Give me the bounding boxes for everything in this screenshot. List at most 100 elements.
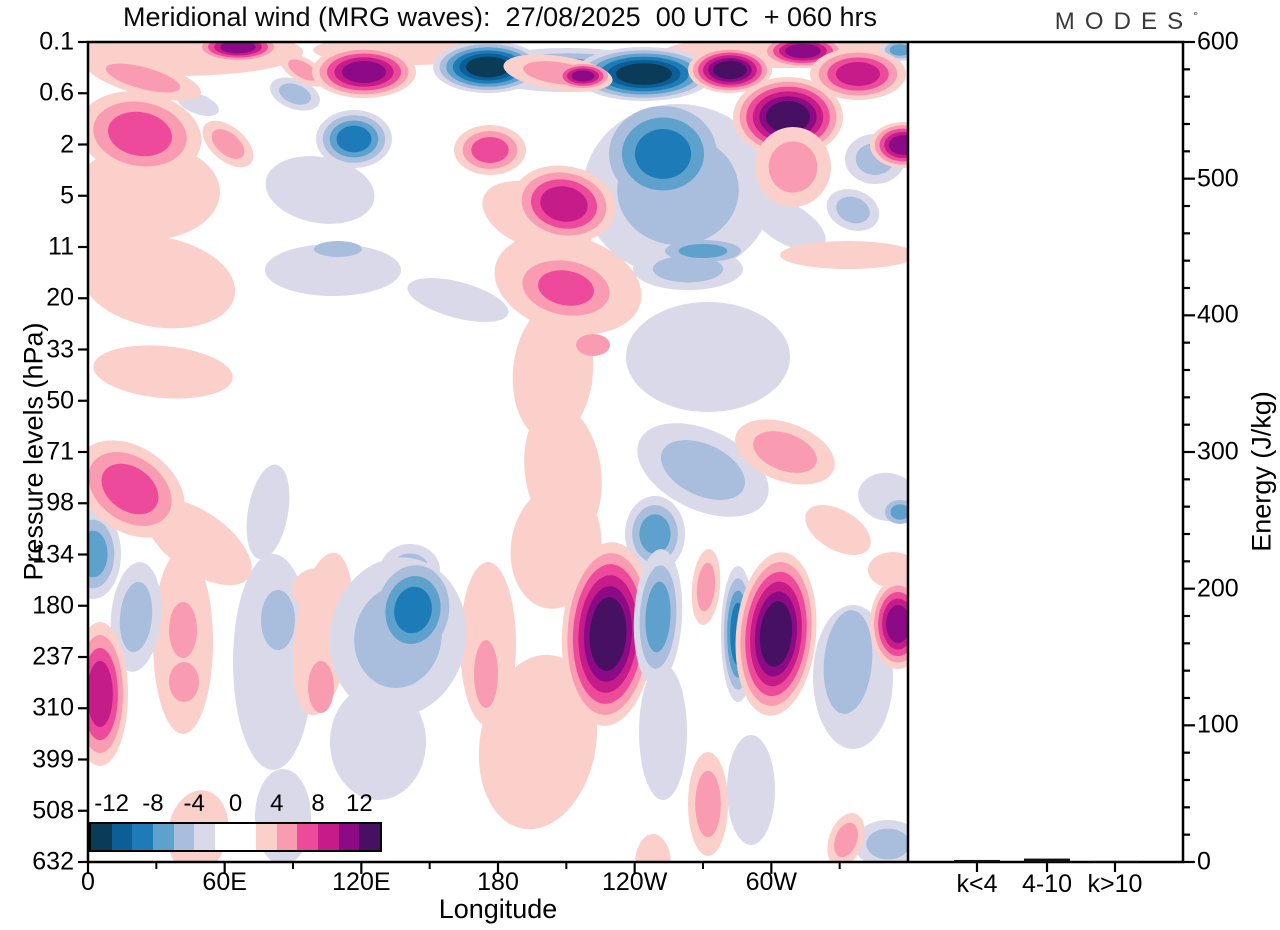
negative-contour-cell: [246, 464, 290, 560]
x-tick-label: 60E: [202, 868, 247, 896]
negative-contour-cell: [634, 129, 692, 179]
contour-field: [88, 42, 908, 862]
page-title: Meridional wind (MRG waves): 27/08/2025 …: [122, 2, 878, 32]
negative-contour-cell: [639, 514, 671, 554]
wavenumber-band-label: k>10: [1087, 870, 1143, 898]
energy-tick-label: 600: [1197, 27, 1239, 56]
colorbar-segment: [152, 824, 174, 850]
positive-contour-cell: [101, 463, 159, 515]
positive-contour-cell: [835, 62, 881, 86]
energy-bar: [1092, 860, 1138, 862]
colorbar-segment: [276, 824, 298, 850]
negative-contour-cell: [889, 44, 908, 56]
negative-contour-cell: [616, 63, 672, 85]
modes-logo: MODES°: [1048, 8, 1198, 38]
pressure-tick-label: 310: [32, 693, 74, 722]
negative-contour-cell: [265, 156, 375, 224]
positive-contour-cell: [169, 602, 197, 658]
negative-contour-cell: [88, 530, 108, 578]
positive-contour-cell: [540, 186, 588, 222]
pressure-tick-label: 0.1: [39, 27, 74, 56]
pressure-tick-label: 2: [60, 130, 74, 158]
positive-contour-cell: [538, 270, 594, 306]
positive-contour-cell: [759, 601, 793, 667]
negative-contour-cell: [639, 664, 687, 800]
pressure-tick-label: 98: [46, 488, 74, 517]
pressure-tick-label: 508: [32, 796, 74, 825]
negative-contour-cell: [626, 302, 790, 412]
negative-contour-cell: [314, 241, 362, 257]
pressure-tick-label: 50: [46, 386, 74, 415]
colorbar-segment: [297, 824, 319, 850]
negative-contour-cell: [261, 590, 295, 650]
positive-contour-cell: [571, 70, 595, 82]
colorbar-tick-label: 12: [345, 790, 373, 817]
positive-contour-cell: [576, 334, 610, 356]
colorbar-segment: [173, 824, 195, 850]
pressure-tick-label: 0.6: [39, 78, 74, 107]
pressure-tick-label: 632: [32, 847, 74, 876]
colorbar-segment: [111, 824, 133, 850]
wavenumber-band-label: k<4: [956, 870, 998, 898]
positive-contour-cell: [512, 304, 594, 440]
energy-tick-label: 0: [1197, 847, 1211, 876]
positive-contour-cell: [696, 562, 716, 612]
positive-contour-cell: [695, 770, 721, 838]
negative-contour-cell: [279, 83, 311, 105]
x-tick-label: 120W: [602, 868, 668, 896]
colorbar-segment: [235, 824, 257, 850]
positive-contour-cell: [886, 604, 908, 644]
pressure-tick-label: 20: [46, 283, 74, 312]
positive-contour-cell: [713, 60, 747, 80]
energy-bar: [954, 859, 1000, 862]
positive-contour-cell: [211, 129, 245, 159]
positive-contour-cell: [780, 241, 908, 269]
colorbar-segment: [132, 824, 153, 850]
colorbar-segment: [359, 824, 380, 850]
positive-contour-cell: [766, 101, 810, 133]
negative-contour-cell: [727, 735, 775, 845]
negative-contour-cell: [678, 243, 728, 259]
x-tick-label: 0: [81, 868, 95, 896]
positive-contour-cell: [889, 135, 908, 155]
wavenumber-band-label: 4-10: [1021, 870, 1073, 898]
positive-contour-cell: [93, 345, 233, 399]
energy-tick-label: 200: [1197, 574, 1239, 603]
colorbar-segment: [338, 824, 360, 850]
negative-contour-cell: [394, 586, 432, 634]
colorbar-tick-label: 8: [311, 790, 325, 817]
negative-contour-cell: [866, 828, 908, 860]
pressure-tick-label: 71: [46, 437, 74, 466]
negative-contour-cell: [660, 440, 746, 500]
colorbar-tick-label: 0: [228, 790, 243, 817]
positive-contour-cell: [341, 60, 387, 84]
colorbar-tick-label: 4: [270, 790, 284, 817]
pressure-tick-label: 134: [32, 540, 74, 568]
y-axis-title: Pressure levels (hPa): [18, 322, 49, 581]
pressure-tick-label: 5: [60, 181, 74, 210]
positive-contour-cell: [169, 662, 199, 702]
pressure-tick-label: 399: [32, 745, 74, 773]
positive-contour-cell: [753, 431, 817, 473]
positive-contour-cell: [785, 43, 821, 59]
negative-contour-cell: [119, 581, 153, 653]
negative-contour-cell: [466, 56, 510, 78]
positive-contour-cell: [308, 661, 334, 713]
x-tick-label: 60W: [745, 868, 798, 896]
positive-contour-cell: [88, 235, 236, 329]
positive-contour-cell: [768, 141, 818, 193]
colorbar: [89, 822, 382, 852]
positive-contour-cell: [868, 552, 908, 588]
energy-tick-label: 500: [1197, 164, 1239, 193]
negative-contour-cell: [336, 125, 372, 153]
positive-contour-cell: [108, 111, 172, 157]
negative-contour-cell: [823, 610, 873, 714]
positive-contour-cell: [834, 822, 858, 858]
negative-contour-cell: [645, 581, 671, 653]
energy-axis-title: Energy (J/kg): [1246, 391, 1277, 552]
positive-contour-cell: [105, 63, 181, 93]
positive-contour-cell: [589, 597, 627, 671]
negative-contour-cell: [407, 278, 509, 322]
